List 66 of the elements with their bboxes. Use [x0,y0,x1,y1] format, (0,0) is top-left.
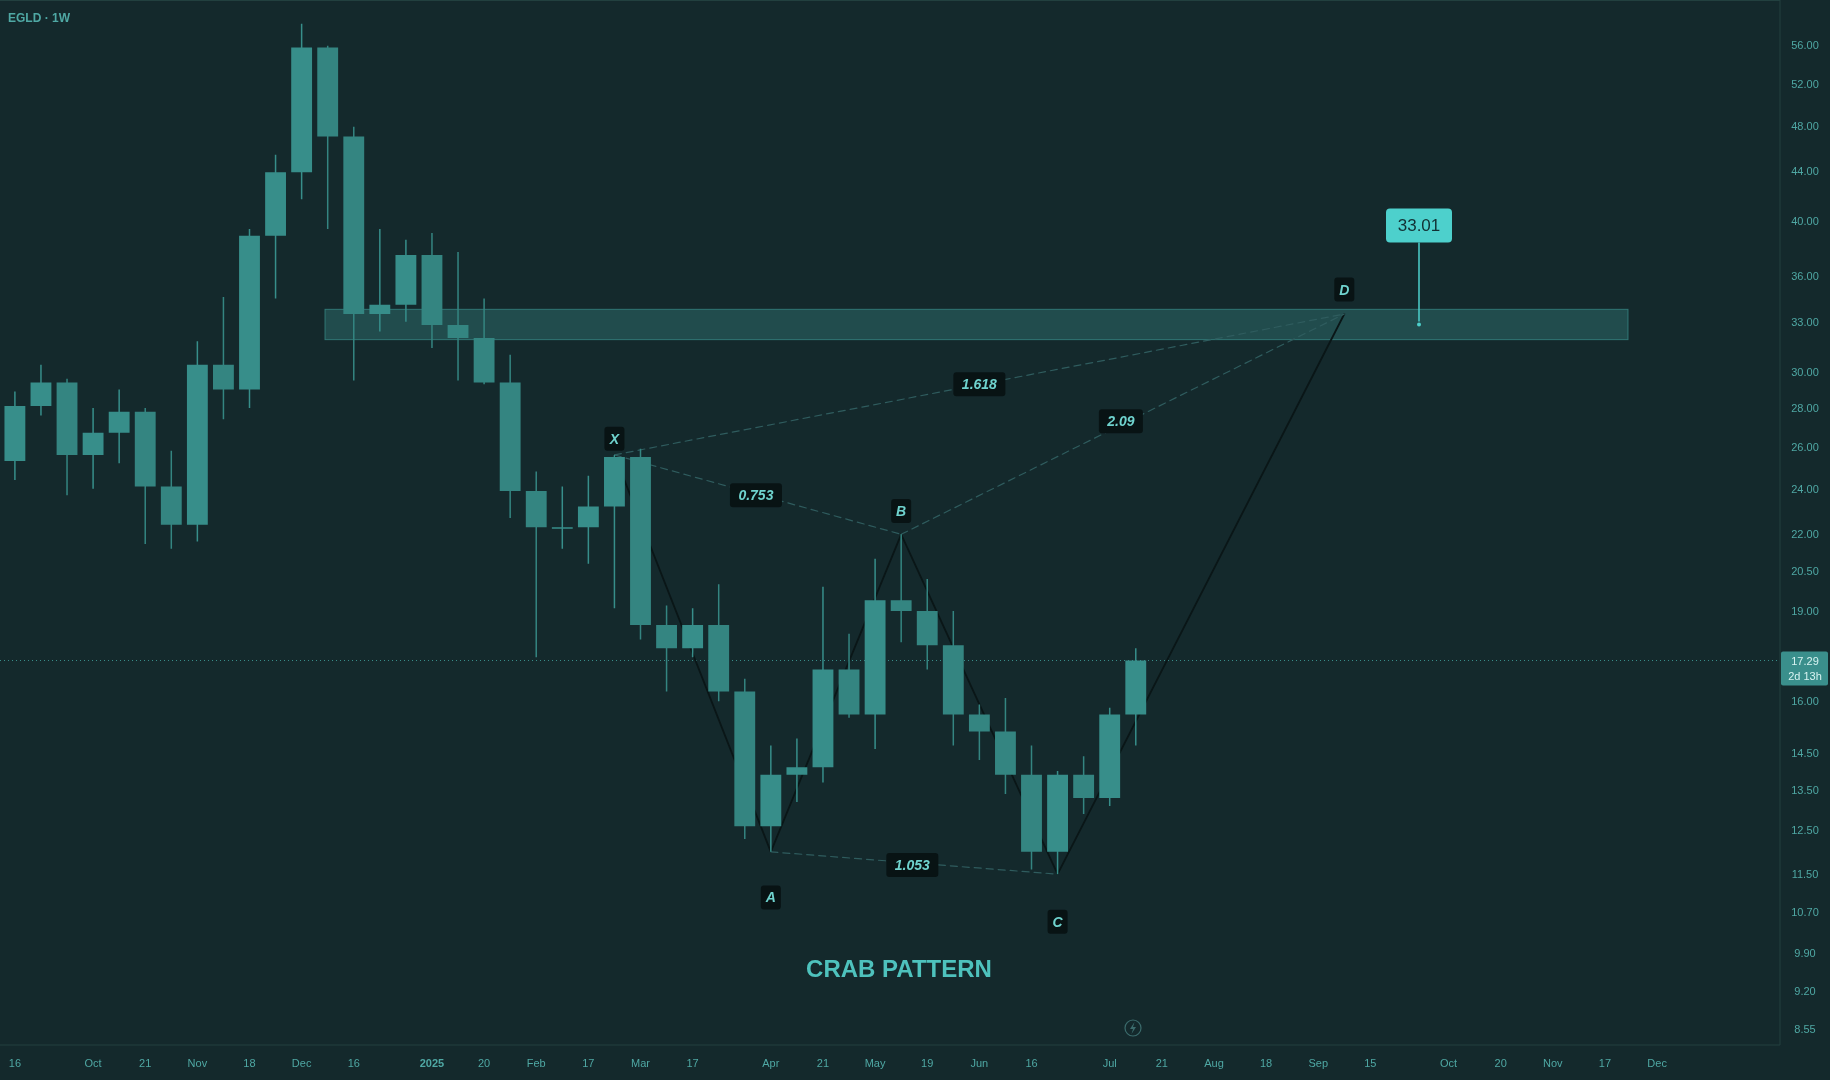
x-tick-label: Feb [526,1057,546,1069]
x-tick-label: 15 [1364,1057,1377,1069]
x-tick-label: 16 [347,1057,360,1069]
text: EGLD · 1W [8,11,71,25]
x-tick-label: 17 [686,1057,699,1069]
x-tick-label: 18 [243,1057,256,1069]
x-tick-label: 20 [477,1057,491,1069]
x-tick-label: May [864,1057,886,1069]
y-tick-label: 19.00 [1791,605,1819,618]
x-tick-label: 16 [1025,1057,1038,1069]
x-tick-label: Jun [970,1057,989,1069]
x-tick-label: Oct [84,1057,102,1069]
x-tick-label: Nov [1543,1057,1564,1069]
y-tick-label: 48.00 [1791,119,1819,132]
x-tick-label: 20 [1494,1057,1507,1069]
x-tick-label: 17 [582,1057,595,1069]
x-tick-label: Oct [1440,1057,1458,1069]
x-tick-label: 21 [1155,1057,1168,1069]
annotation: A [764,889,776,906]
y-tick-label: 22.00 [1791,528,1819,541]
annotation: CRAB PATTERN [806,955,992,982]
y-tick-label: 30.00 [1791,365,1819,378]
annotation: C [1052,913,1064,930]
y-tick-label: 26.00 [1791,440,1819,453]
y-tick-label: 44.00 [1791,165,1819,178]
y-tick-label: 52.00 [1791,77,1819,90]
x-tick-label: 16 [8,1057,22,1069]
annotation: 1.618 [961,376,998,393]
y-tick-label: 20.50 [1791,565,1819,578]
y-tick-label: 12.50 [1791,824,1819,837]
annotation: X [608,430,621,447]
y-tick-label: 24.00 [1791,482,1819,495]
x-tick-label: Dec [1647,1057,1668,1069]
y-tick-label: 9.20 [1794,985,1816,998]
x-tick-label: Apr [762,1057,780,1069]
y-tick-label: 9.90 [1794,946,1816,959]
x-tick-label: Nov [187,1057,208,1069]
annotation: 0.753 [738,487,774,504]
annotation: B [896,503,907,520]
x-tick-label: 19 [921,1057,934,1069]
y-tick-label: 33.00 [1791,315,1819,328]
ref-line-label: 17.29 2d 13h [1788,654,1822,682]
x-tick-label: Aug [1204,1057,1224,1069]
x-tick-label: Sep [1308,1057,1329,1069]
annotation: 33.01 [1397,216,1441,236]
y-tick-label: 36.00 [1791,270,1819,283]
x-tick-label: 18 [1259,1057,1273,1069]
y-tick-label: 11.50 [1791,868,1819,881]
y-tick-label: 56.00 [1791,38,1819,51]
y-tick-label: 28.00 [1791,401,1819,414]
x-tick-label: 21 [816,1057,830,1069]
y-tick-label: 8.55 [1794,1023,1816,1036]
y-tick-label: 16.00 [1791,695,1819,708]
y-tick-label: 40.00 [1791,215,1819,228]
x-tick-label: 21 [139,1057,152,1069]
x-tick-label: Jul [1102,1057,1117,1069]
y-tick-label: 14.50 [1791,746,1819,759]
annotation: 2.09 [1106,413,1135,430]
x-tick-label: 17 [1598,1057,1612,1069]
x-tick-label: Mar [631,1057,651,1069]
annotation: D [1339,281,1350,298]
y-tick-label: 10.70 [1791,905,1819,918]
x-tick-label: Dec [291,1057,312,1069]
annotation: 1.053 [894,857,931,874]
y-tick-label: 13.50 [1791,784,1819,797]
x-tick-label: 2025 [419,1057,445,1069]
